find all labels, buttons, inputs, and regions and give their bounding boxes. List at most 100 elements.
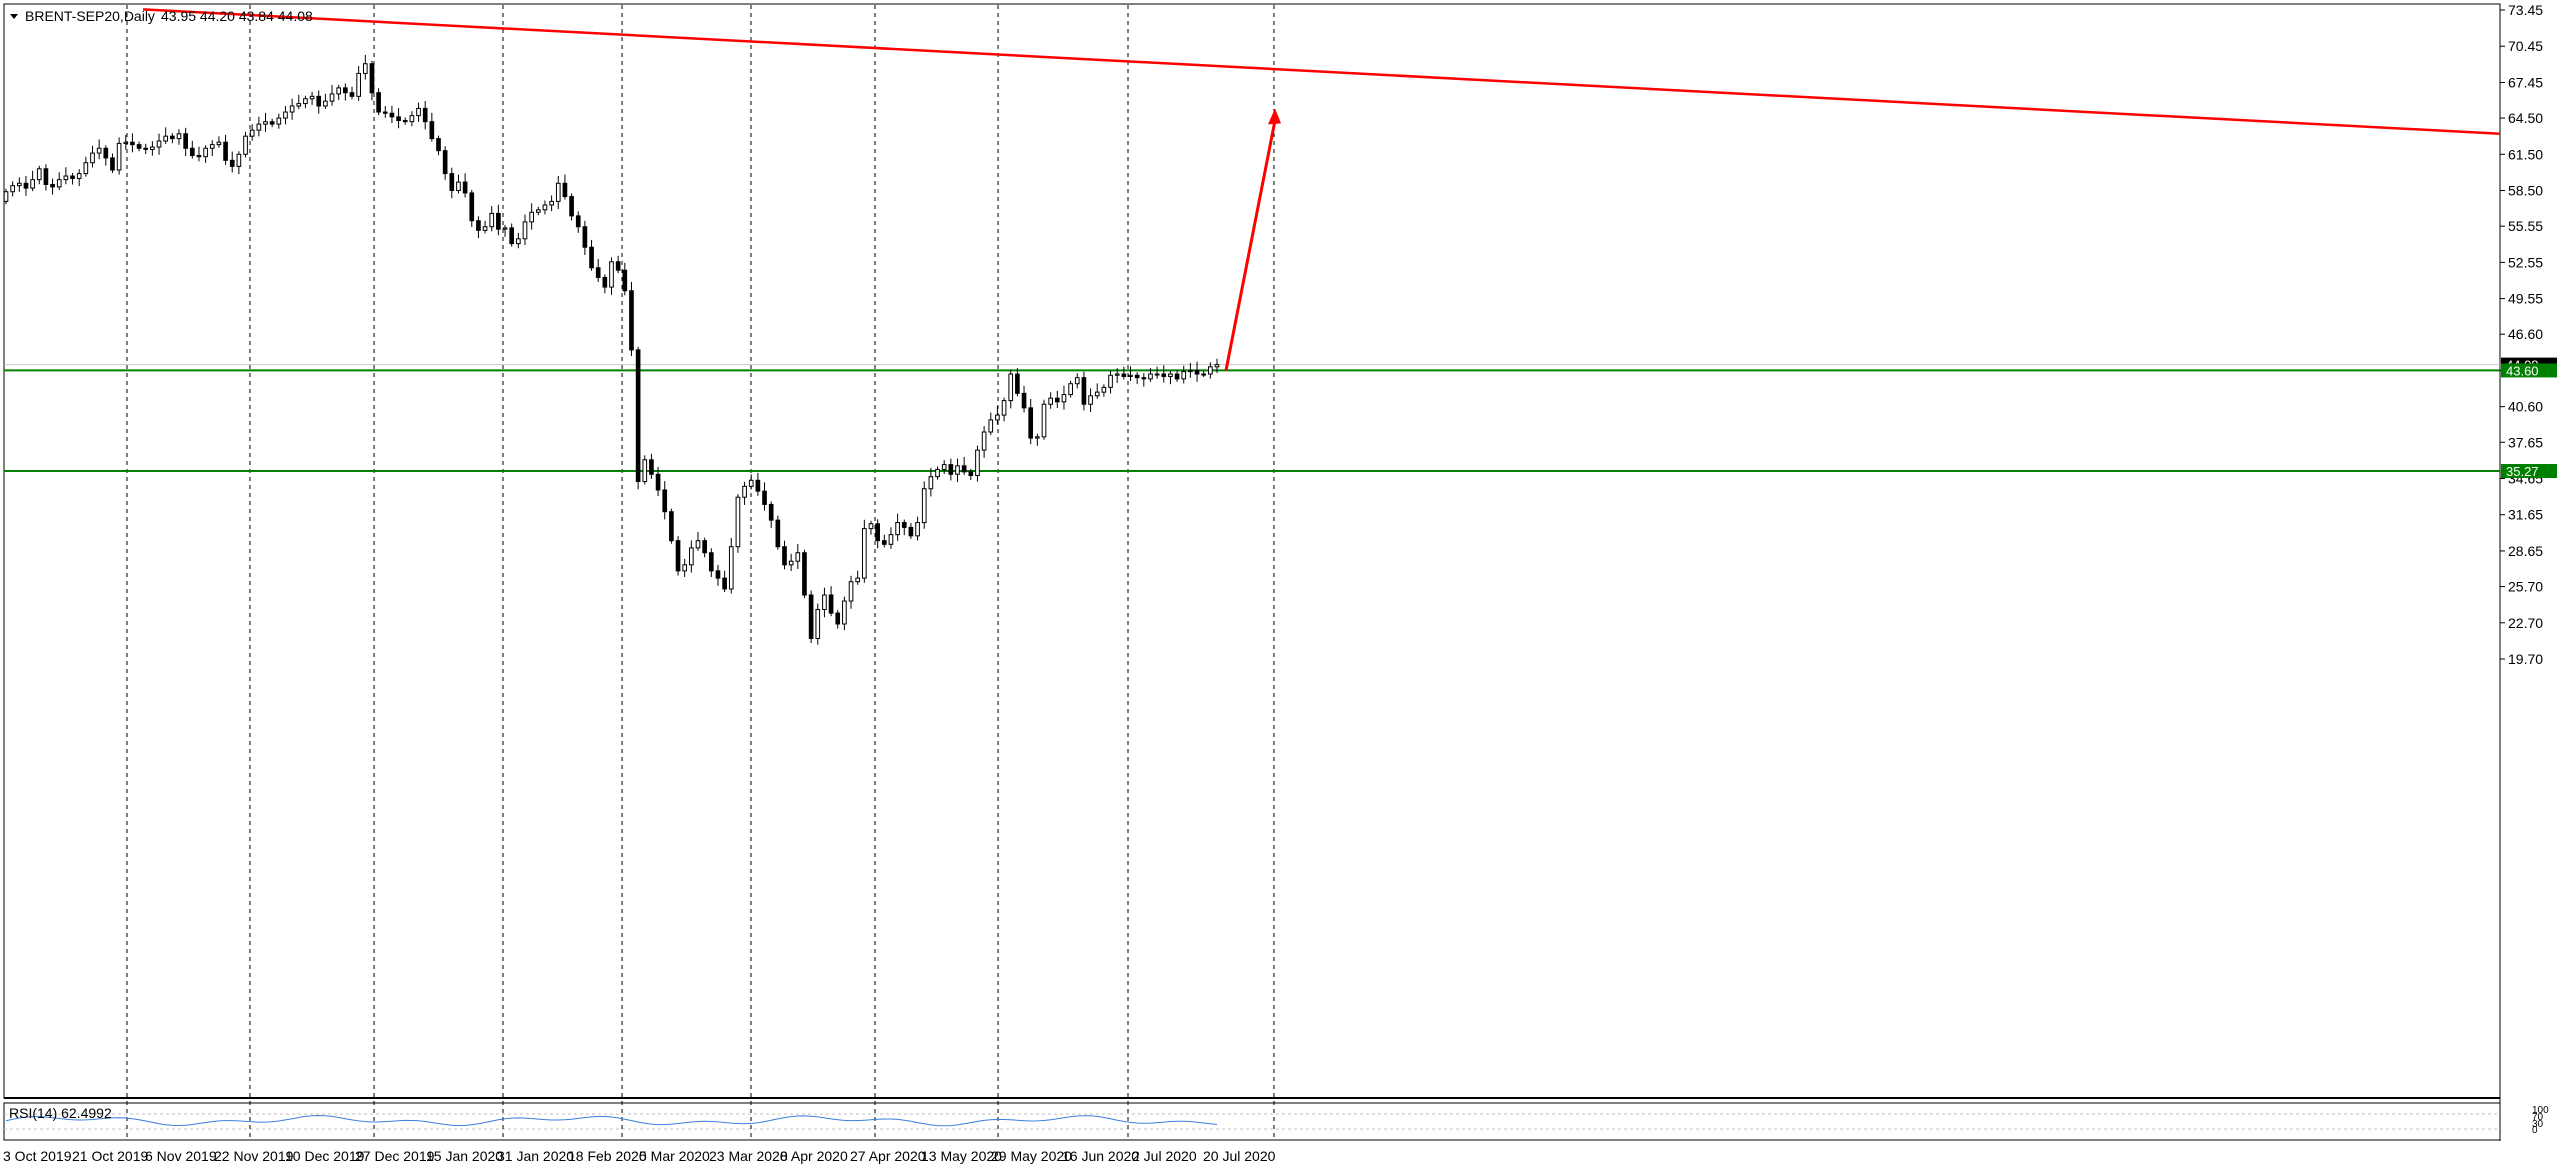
candle-bear <box>1021 392 1027 409</box>
candle-bear <box>449 173 455 192</box>
candle-bear <box>1015 373 1020 394</box>
candle-bear <box>655 473 661 491</box>
candle-bull <box>1154 373 1160 376</box>
candle-bull <box>409 115 415 123</box>
candle-bull <box>941 464 947 470</box>
candle-bull <box>995 414 1000 421</box>
candle-bear <box>183 133 188 149</box>
candle-bull <box>502 227 508 230</box>
symbol-label: BRENT-SEP20,Daily <box>25 8 155 24</box>
candle-bull <box>1074 377 1080 385</box>
date-label: 5 Mar 2020 <box>639 1148 710 1164</box>
candle-bull <box>209 144 215 149</box>
candle-bear <box>901 522 907 528</box>
candle-bull <box>975 449 980 476</box>
date-label: 29 May 2020 <box>991 1148 1072 1164</box>
projection-arrow-shaft[interactable] <box>1224 120 1277 371</box>
candle-bear <box>615 261 621 271</box>
candle-bull <box>842 600 847 625</box>
candle-bull <box>788 560 794 566</box>
candles-group <box>3 54 1220 645</box>
price-label: 61.50 <box>2508 146 2543 162</box>
candle-bull <box>203 147 208 158</box>
candle-bull <box>416 107 421 117</box>
candle-bull <box>83 162 89 175</box>
candle-bull <box>243 135 248 155</box>
price-label: 73.45 <box>2508 2 2543 18</box>
candle-bull <box>303 98 308 105</box>
price-tag-value: 35.27 <box>2506 464 2539 479</box>
candle-bear <box>875 523 880 542</box>
candle-bull <box>1214 364 1220 368</box>
candle-bear <box>835 612 841 625</box>
candle-bull <box>329 93 335 102</box>
candle-bull <box>176 133 182 140</box>
trendline-group[interactable] <box>142 8 2501 371</box>
candle-bear <box>775 519 781 548</box>
candle-bull <box>815 608 821 639</box>
candle-bull <box>1068 383 1073 396</box>
candle-bull <box>1094 391 1100 397</box>
date-label: 21 Oct 2019 <box>72 1148 148 1164</box>
candle-bull <box>163 135 169 142</box>
candle-bull <box>1008 373 1014 402</box>
candle-bear <box>343 87 348 94</box>
candle-bear <box>130 141 135 146</box>
price-label: 49.55 <box>2508 291 2543 307</box>
price-label: 31.65 <box>2508 507 2543 523</box>
rsi-scale-label: 100 <box>2532 1105 2549 1116</box>
candle-bull <box>1048 397 1053 405</box>
candle-bull <box>795 552 801 562</box>
candle-bear <box>196 154 202 158</box>
candle-bull <box>236 153 242 167</box>
price-label: 19.70 <box>2508 651 2543 667</box>
rsi-scale-label: 0 <box>2532 1125 2538 1136</box>
candle-bull <box>1181 371 1187 380</box>
rsi-label: RSI(14) 62.4992 <box>9 1105 112 1121</box>
candle-bull <box>848 581 854 602</box>
candle-bear <box>269 121 275 125</box>
candle-bear <box>136 144 142 149</box>
candle-bull <box>895 522 900 536</box>
price-label: 52.55 <box>2508 254 2543 270</box>
candle-bear <box>376 92 381 113</box>
candle-bull <box>529 211 534 223</box>
candle-bear <box>602 276 608 288</box>
candle-bear <box>422 107 428 123</box>
candle-bull <box>1208 366 1213 375</box>
candle-bull <box>822 594 827 610</box>
candle-bear <box>908 526 914 537</box>
candle-bear <box>828 594 834 614</box>
candle-bear <box>1054 397 1060 403</box>
candle-bull <box>1148 373 1153 380</box>
price-label: 55.55 <box>2508 218 2543 234</box>
candle-bull <box>289 105 295 113</box>
candle-bull <box>150 146 155 150</box>
ohlc-values: 43.95 44.20 43.84 44.08 <box>161 8 313 24</box>
candle-bear <box>1121 373 1127 377</box>
candle-bear <box>562 182 568 198</box>
candle-bear <box>961 465 967 473</box>
candle-bear <box>223 141 228 161</box>
price-label: 25.70 <box>2508 579 2543 595</box>
candle-bull <box>988 419 994 433</box>
candle-bull <box>30 179 35 189</box>
triangle-down-icon[interactable] <box>10 14 18 19</box>
date-label: 8 Apr 2020 <box>780 1148 848 1164</box>
price-label: 28.65 <box>2508 543 2543 559</box>
price-label: 67.45 <box>2508 74 2543 90</box>
candle-bull <box>915 522 920 537</box>
candle-bull <box>96 147 102 154</box>
candle-bear <box>649 459 654 475</box>
date-label: 31 Jan 2020 <box>497 1148 574 1164</box>
candle-bull <box>682 564 688 572</box>
price-label: 46.60 <box>2508 326 2543 342</box>
candle-bull <box>249 129 255 137</box>
resistance-trendline[interactable] <box>142 8 2501 136</box>
candle-bull <box>516 238 521 245</box>
candle-bear <box>669 511 674 542</box>
candle-bull <box>928 476 934 490</box>
